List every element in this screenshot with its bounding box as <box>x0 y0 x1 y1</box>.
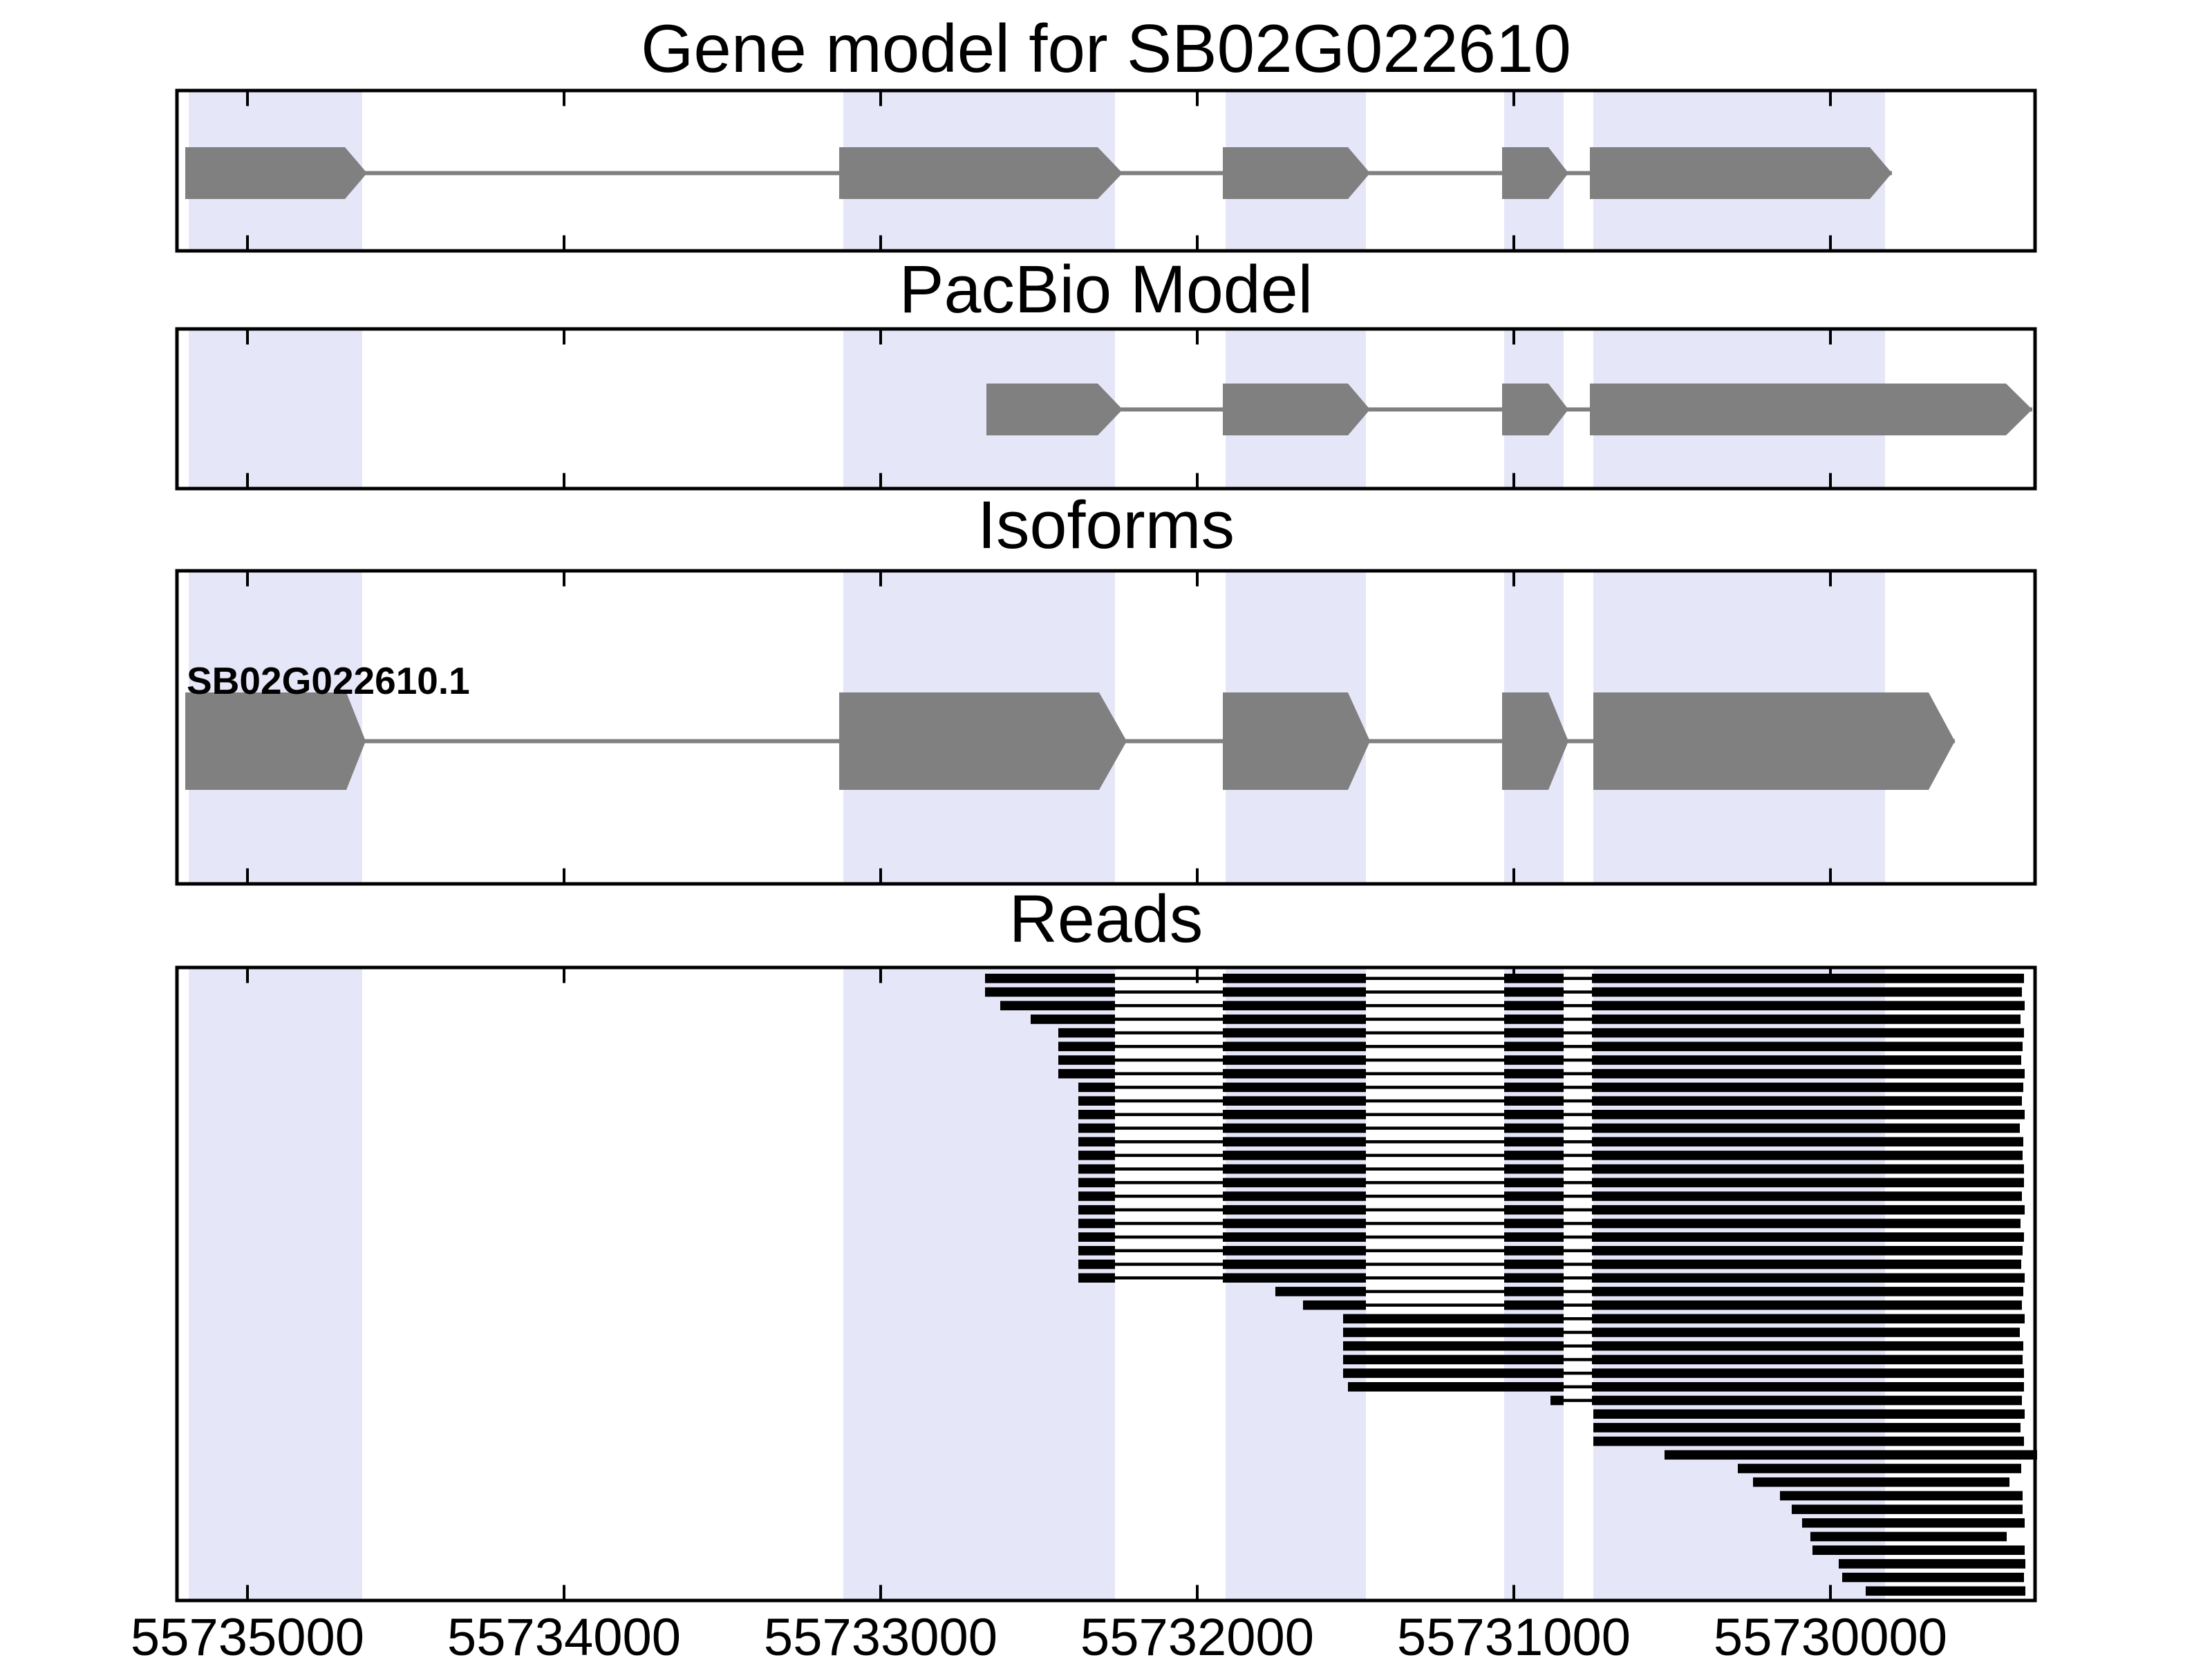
svg-text:55732000: 55732000 <box>1080 1608 1314 1659</box>
svg-text:55733000: 55733000 <box>764 1608 997 1659</box>
svg-text:SB02G022610.1: SB02G022610.1 <box>187 659 470 702</box>
svg-text:Isoforms: Isoforms <box>977 487 1235 563</box>
svg-text:Gene model for SB02G022610: Gene model for SB02G022610 <box>641 10 1571 86</box>
svg-text:Reads: Reads <box>1009 881 1203 956</box>
svg-text:55730000: 55730000 <box>1714 1608 1947 1659</box>
svg-text:55731000: 55731000 <box>1397 1608 1631 1659</box>
svg-text:PacBio Model: PacBio Model <box>899 252 1313 327</box>
svg-text:55734000: 55734000 <box>447 1608 681 1659</box>
svg-text:55735000: 55735000 <box>131 1608 364 1659</box>
